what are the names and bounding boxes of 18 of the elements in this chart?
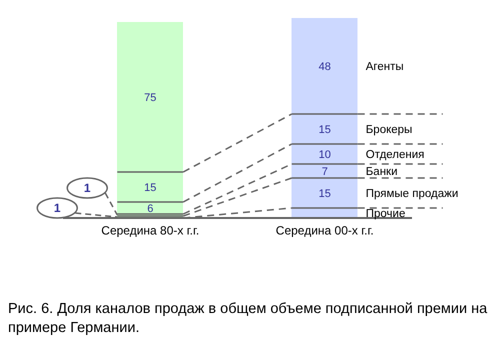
data-label: 75 <box>144 92 156 104</box>
series-label: Агенты <box>366 61 404 73</box>
x-tick-label: Середина 00-х г.г. <box>276 224 374 238</box>
data-label: 6 <box>147 203 154 215</box>
series-label: Банки <box>366 166 398 178</box>
data-label: 15 <box>318 124 331 136</box>
data-label: 1 <box>84 181 91 195</box>
data-label: 10 <box>318 149 331 161</box>
data-label: 1 <box>54 201 61 215</box>
series-label: Прямые продажи <box>366 188 458 200</box>
text: Рис. 6. Доля каналов продаж в общем объеме подписанной премии на примере Германии. <box>8 300 488 338</box>
x-tick-label: Середина 80-х г.г. <box>101 224 200 238</box>
data-label: 7 <box>322 166 328 178</box>
data-label: 15 <box>144 182 156 194</box>
series-label: Брокеры <box>366 124 412 136</box>
series-label: Отделения <box>366 149 424 161</box>
data-label: 15 <box>318 188 331 200</box>
data-label: 48 <box>318 61 331 73</box>
